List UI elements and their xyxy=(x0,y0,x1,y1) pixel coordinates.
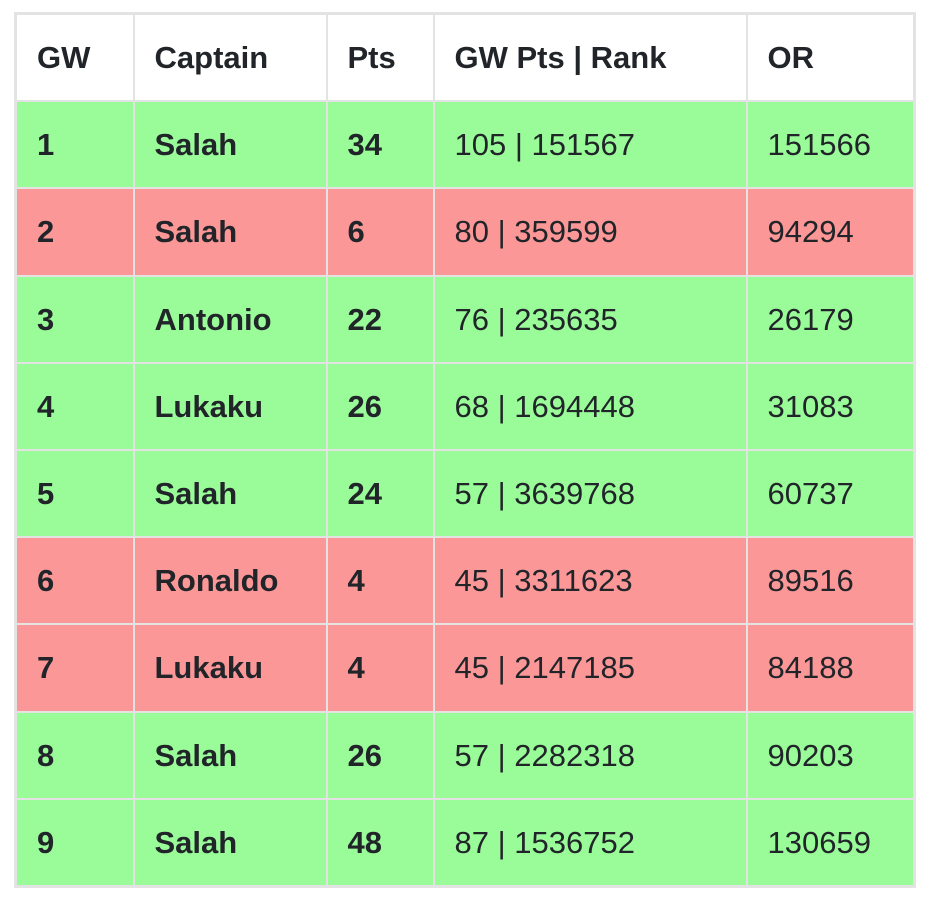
cell-gw-pts-rank: 45 | 3311623 xyxy=(432,536,748,626)
cell-or: 84188 xyxy=(745,623,916,713)
cell-or: 94294 xyxy=(745,187,916,277)
cell-pts: 24 xyxy=(325,448,435,539)
cell-gw: 9 xyxy=(14,797,135,888)
cell-gw-pts-rank: 87 | 1536752 xyxy=(432,797,748,888)
header-row: GW Captain Pts GW Pts | Rank OR xyxy=(14,12,916,103)
column-header-captain: Captain xyxy=(132,12,328,103)
cell-gw: 8 xyxy=(14,710,135,800)
cell-or: 26179 xyxy=(745,274,916,364)
column-header-pts: Pts xyxy=(325,12,435,103)
cell-captain: Lukaku xyxy=(132,623,328,713)
captain-history-table: GW Captain Pts GW Pts | Rank OR 1 Salah … xyxy=(14,12,916,888)
cell-gw: 2 xyxy=(14,187,135,277)
cell-gw-pts-rank: 57 | 2282318 xyxy=(432,710,748,800)
cell-captain: Ronaldo xyxy=(132,536,328,626)
column-header-gw: GW xyxy=(14,12,135,103)
table-body: 1 Salah 34 105 | 151567 151566 2 Salah 6… xyxy=(14,100,916,888)
cell-captain: Salah xyxy=(132,100,328,190)
cell-captain: Salah xyxy=(132,448,328,539)
cell-captain: Salah xyxy=(132,710,328,800)
column-header-or: OR xyxy=(745,12,916,103)
table-row: 1 Salah 34 105 | 151567 151566 xyxy=(14,100,916,190)
cell-captain: Salah xyxy=(132,187,328,277)
cell-gw: 6 xyxy=(14,536,135,626)
cell-gw-pts-rank: 105 | 151567 xyxy=(432,100,748,190)
cell-pts: 4 xyxy=(325,623,435,713)
cell-gw: 3 xyxy=(14,274,135,364)
cell-pts: 22 xyxy=(325,274,435,364)
cell-captain: Salah xyxy=(132,797,328,888)
table-row: 2 Salah 6 80 | 359599 94294 xyxy=(14,187,916,277)
cell-or: 151566 xyxy=(745,100,916,190)
cell-pts: 6 xyxy=(325,187,435,277)
column-header-gw-pts-rank: GW Pts | Rank xyxy=(432,12,748,103)
cell-pts: 48 xyxy=(325,797,435,888)
cell-captain: Antonio xyxy=(132,274,328,364)
cell-gw-pts-rank: 57 | 3639768 xyxy=(432,448,748,539)
cell-or: 89516 xyxy=(745,536,916,626)
cell-gw: 5 xyxy=(14,448,135,539)
cell-pts: 4 xyxy=(325,536,435,626)
cell-pts: 34 xyxy=(325,100,435,190)
cell-or: 130659 xyxy=(745,797,916,888)
table-row: 6 Ronaldo 4 45 | 3311623 89516 xyxy=(14,536,916,626)
cell-gw: 7 xyxy=(14,623,135,713)
cell-gw: 1 xyxy=(14,100,135,190)
table-row: 3 Antonio 22 76 | 235635 26179 xyxy=(14,274,916,364)
cell-or: 31083 xyxy=(745,361,916,451)
table-row: 8 Salah 26 57 | 2282318 90203 xyxy=(14,710,916,800)
cell-gw-pts-rank: 68 | 1694448 xyxy=(432,361,748,451)
cell-pts: 26 xyxy=(325,361,435,451)
table-row: 7 Lukaku 4 45 | 2147185 84188 xyxy=(14,623,916,713)
cell-or: 60737 xyxy=(745,448,916,539)
table-row: 4 Lukaku 26 68 | 1694448 31083 xyxy=(14,361,916,451)
cell-gw: 4 xyxy=(14,361,135,451)
table-header: GW Captain Pts GW Pts | Rank OR xyxy=(14,12,916,103)
table-row: 9 Salah 48 87 | 1536752 130659 xyxy=(14,797,916,888)
cell-gw-pts-rank: 80 | 359599 xyxy=(432,187,748,277)
cell-captain: Lukaku xyxy=(132,361,328,451)
cell-gw-pts-rank: 45 | 2147185 xyxy=(432,623,748,713)
cell-pts: 26 xyxy=(325,710,435,800)
table-row: 5 Salah 24 57 | 3639768 60737 xyxy=(14,448,916,539)
cell-gw-pts-rank: 76 | 235635 xyxy=(432,274,748,364)
cell-or: 90203 xyxy=(745,710,916,800)
